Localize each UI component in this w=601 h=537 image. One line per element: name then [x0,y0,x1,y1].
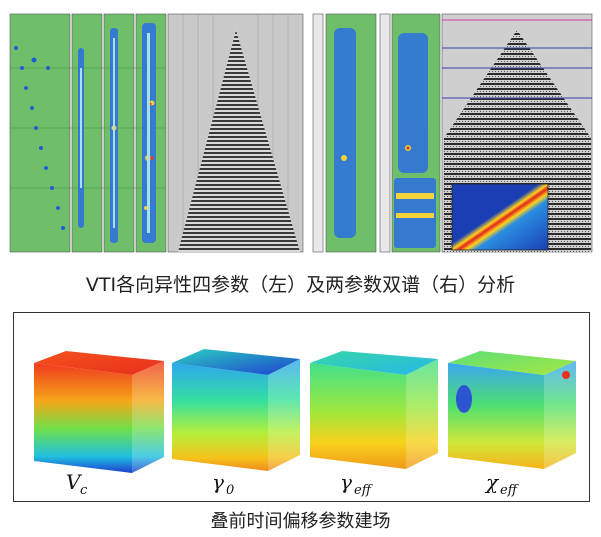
cube-row: V c γ 0 γ eff χ eff [34,349,576,498]
cube-gamma0: γ 0 [172,349,300,498]
cube-sub-chi-eff: eff [500,483,520,498]
cube-sub-gamma-eff: eff [354,483,374,498]
bottom-figure-caption: 叠前时间偏移参数建场 [210,511,391,532]
top-figure-caption: VTI各向异性四参数（左）及两参数双谱（右）分析 [85,274,516,296]
left-seismic-gather [167,13,304,253]
left-parameter-panels [9,13,167,253]
cube-vc: V c [34,351,164,498]
cube-label-gamma-eff: γ [340,470,352,494]
cube-gamma-eff: γ eff [310,351,438,498]
parameter-cube-figure: V c γ 0 γ eff χ eff [13,312,590,502]
spectrum-inset [451,183,549,251]
right-parameter-panels [312,13,441,253]
cube-label-chi-eff: χ [484,470,500,494]
cube-sub-vc: c [80,483,88,498]
cube-label-vc: V [66,470,83,494]
anisotropy-analysis-figure [9,13,593,253]
cube-chi-eff: χ eff [448,351,576,498]
right-seismic-gather [441,13,593,253]
cube-sub-gamma0: 0 [226,483,234,498]
cube-label-gamma0: γ [212,470,224,494]
